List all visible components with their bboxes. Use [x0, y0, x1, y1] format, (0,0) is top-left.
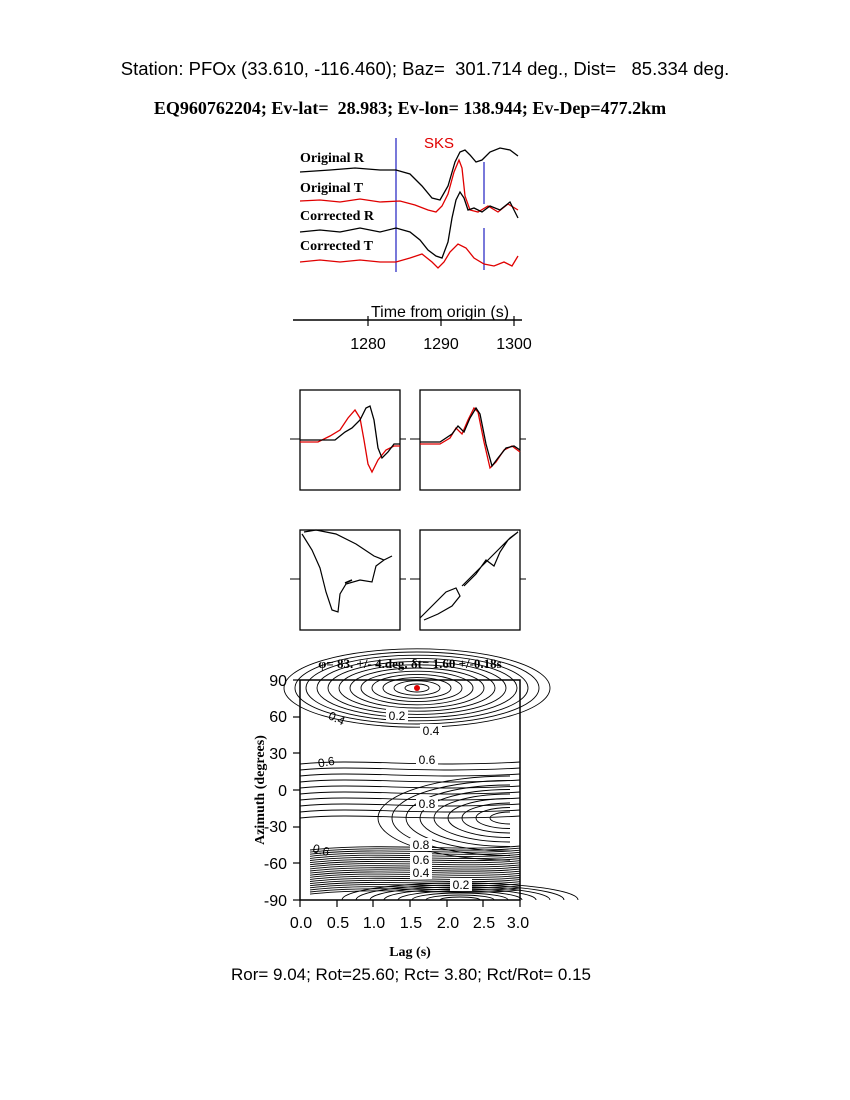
y-tick: 0 — [278, 783, 287, 800]
contour-label: 0.8 — [413, 838, 430, 852]
event-info: EQ960762204; Ev-lat= 28.983; Ev-lon= 138… — [153, 98, 667, 118]
trace-label-original-t: Original T — [300, 181, 364, 196]
stats-footer: Ror= 9.04; Rot=25.60; Rct= 3.80; Rct/Rot… — [230, 965, 592, 984]
y-tick: -90 — [264, 893, 287, 910]
x-tick: 3.0 — [507, 915, 529, 932]
contour-label: 0.6 — [311, 841, 331, 859]
y-tick: 30 — [269, 746, 287, 763]
waveform-box-corrected — [410, 389, 526, 491]
contour-plot: 0.4 0.2 0.4 0.6 0.6 0.8 0.6 0.8 0.6 0.4 … — [253, 648, 579, 960]
x-tick: 0.0 — [290, 915, 312, 932]
trace-label-corrected-r: Corrected R — [300, 209, 375, 224]
contour-title: φ= 83. +/- 4.deg. δt= 1.60 +/-0.18s — [318, 656, 502, 671]
phase-label: SKS — [424, 135, 454, 152]
contour-label: 0.4 — [326, 709, 347, 729]
x-tick: 0.5 — [327, 915, 349, 932]
contour-label: 0.4 — [423, 724, 440, 738]
x-tick: 1.0 — [363, 915, 385, 932]
x-tick: 1.5 — [400, 915, 422, 932]
contour-label: 0.4 — [413, 866, 430, 880]
station-info: Station: PFOx (33.610, -116.460); Baz= 3… — [120, 58, 730, 79]
contour-label: 0.6 — [413, 853, 430, 867]
y-tick: -60 — [264, 856, 287, 873]
particle-motion-corrected — [410, 529, 526, 631]
y-tick: 90 — [269, 673, 287, 690]
contour-label: 0.6 — [419, 753, 436, 767]
best-fit-marker — [414, 685, 420, 691]
time-tick-1280: 1280 — [350, 336, 386, 353]
particle-motion-original — [290, 529, 406, 631]
x-tick: 2.5 — [473, 915, 495, 932]
y-tick: -30 — [264, 819, 287, 836]
trace-corrected-r — [299, 190, 519, 259]
trace-corrected-t — [299, 243, 519, 269]
y-tick: 60 — [269, 709, 287, 726]
x-tick: 2.0 — [437, 915, 459, 932]
time-axis-label: Time from origin (s) — [371, 304, 509, 321]
contour-label: 0.2 — [453, 878, 470, 892]
trace-original-t — [299, 158, 519, 213]
contour-label: 0.8 — [419, 797, 436, 811]
trace-original-r — [299, 147, 519, 201]
y-axis-label: Azimuth (degrees) — [253, 735, 268, 845]
contour-label: 0.6 — [317, 754, 336, 771]
waveform-box-original — [290, 389, 406, 491]
time-tick-1300: 1300 — [496, 336, 532, 353]
time-tick-1290: 1290 — [423, 336, 459, 353]
trace-label-corrected-t: Corrected T — [300, 239, 374, 254]
x-axis-label: Lag (s) — [389, 945, 431, 960]
trace-label-original-r: Original R — [300, 151, 365, 166]
contour-label: 0.2 — [389, 709, 406, 723]
